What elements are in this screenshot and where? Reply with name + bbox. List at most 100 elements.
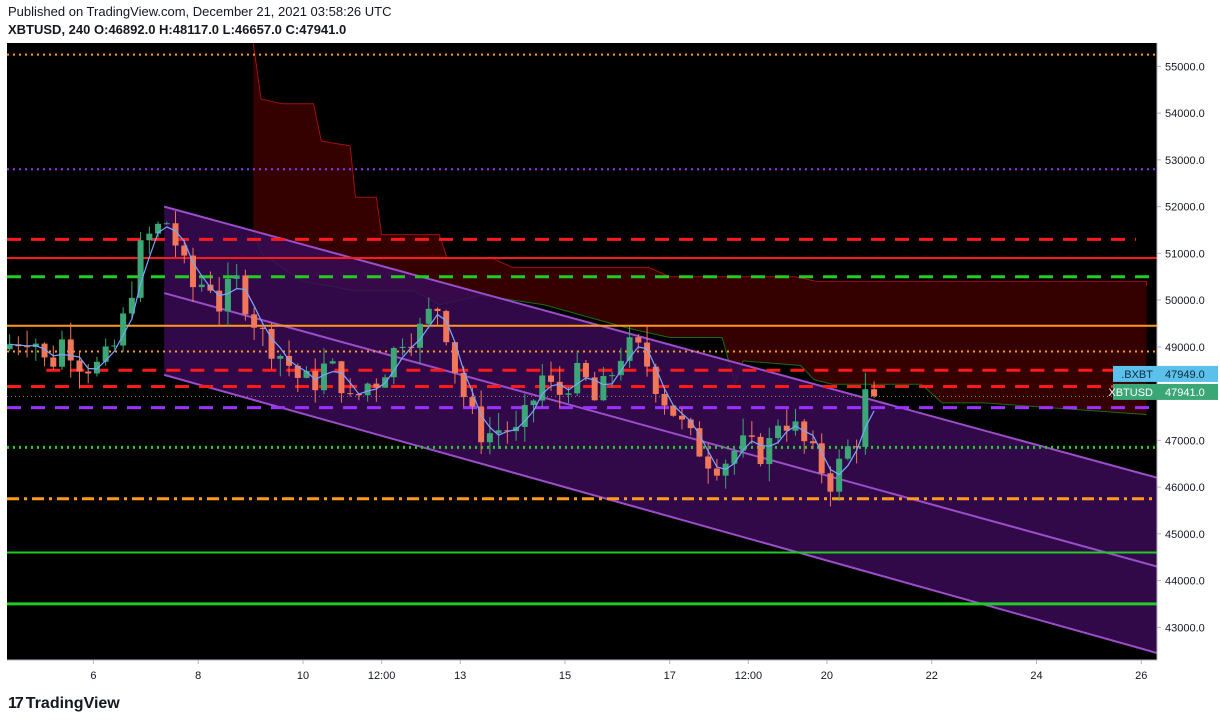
time-axis[interactable]: 6 8 10 12:00 13 15 17 12:00 20 22 24 26 [7, 659, 1157, 682]
price-tick-label: 55000.0 [1165, 61, 1205, 73]
candle [338, 360, 345, 403]
candle-body [853, 446, 860, 448]
candle [251, 307, 258, 340]
symbol-name: XBTUSD, 240 [8, 22, 91, 37]
candle-body [548, 375, 555, 382]
candle-body [748, 435, 755, 437]
candle-body [294, 365, 301, 378]
price-tags: .BXBT 47949.0 XBTUSD 47941.0 [1108, 365, 1218, 400]
candle-body [871, 389, 878, 397]
horizontal-levels [7, 53, 1157, 606]
candle [233, 264, 240, 289]
candle-body [399, 346, 406, 349]
candle-body [705, 456, 712, 469]
candle-body [434, 308, 441, 312]
candle [85, 364, 92, 384]
tradingview-logo[interactable]: 17 TradingView [8, 695, 120, 713]
time-tick-label: 13 [454, 670, 466, 682]
time-tick-label: 17 [664, 670, 676, 682]
candle-body [740, 435, 747, 451]
candle [740, 418, 747, 458]
price-axis[interactable]: 43000.044000.045000.046000.047000.048000… [1156, 43, 1220, 660]
time-tick-label: 20 [821, 670, 833, 682]
candle-body [600, 376, 607, 401]
candle-body [687, 419, 694, 429]
candle-body [120, 313, 127, 346]
candle [731, 446, 738, 475]
price-tag: .BXBT 47949.0 [1113, 365, 1218, 382]
candle-body [626, 337, 633, 361]
candle [504, 421, 511, 444]
candle-body [844, 446, 851, 459]
published-info: Published on TradingView.com, December 2… [8, 4, 392, 19]
candle-body [233, 275, 240, 279]
candle-body [478, 406, 485, 443]
candle-body [556, 381, 563, 395]
candle-body [678, 415, 685, 420]
candle [844, 439, 851, 461]
candle-body [216, 290, 223, 312]
price-tick-label: 45000.0 [1165, 529, 1205, 541]
candle [713, 458, 720, 481]
candle-body [189, 255, 196, 288]
candle [189, 247, 196, 303]
candle-body [390, 348, 397, 378]
candle [259, 322, 266, 346]
candle [320, 348, 327, 395]
candle-body [809, 441, 816, 444]
price-tag: XBTUSD 47941.0 [1108, 383, 1218, 400]
candle-body [696, 428, 703, 457]
candle-body [198, 284, 205, 288]
candle-body [303, 370, 310, 378]
candle-body [41, 343, 48, 358]
moving-average-line [9, 226, 875, 476]
candle-body [582, 362, 589, 378]
candle [268, 322, 275, 370]
candle-body [347, 393, 354, 395]
candle-body [574, 362, 581, 394]
candle-body [163, 223, 170, 225]
candle [172, 211, 179, 258]
candle [399, 338, 406, 356]
price-tag-value-bg [1157, 365, 1218, 382]
price-tick-label: 46000.0 [1165, 482, 1205, 494]
time-tick-label: 10 [297, 670, 309, 682]
candle [539, 363, 546, 408]
candle-body [425, 308, 432, 324]
time-tick-label: 6 [90, 670, 96, 682]
candle-body [24, 346, 31, 348]
candle [678, 407, 685, 430]
candle [574, 351, 581, 397]
candle [364, 382, 371, 402]
candle-body [591, 377, 598, 401]
price-tag-label: .BXBT [1121, 369, 1153, 381]
price-tag-label-bg [1113, 383, 1157, 400]
candle [644, 326, 651, 377]
candle-body [128, 297, 135, 314]
candle [434, 307, 441, 327]
parallel-channel [163, 205, 1157, 654]
candle-body [539, 375, 546, 401]
candle [521, 393, 528, 442]
price-tick-label: 54000.0 [1165, 108, 1205, 120]
candle [609, 371, 616, 388]
price-tag-value-bg [1157, 383, 1218, 400]
candle [443, 309, 450, 346]
candle-body [713, 468, 720, 476]
candle [24, 330, 31, 358]
candle-body [486, 433, 493, 443]
tradingview-brand: TradingView [25, 695, 120, 712]
candle-body [329, 361, 336, 364]
candle [59, 330, 66, 370]
time-tick-label: 22 [926, 670, 938, 682]
time-tick-label: 24 [1030, 670, 1042, 682]
channel-middle-line [163, 292, 1157, 568]
candle [137, 231, 144, 303]
candle [224, 262, 231, 327]
time-tick-label: 15 [559, 670, 571, 682]
candle [198, 276, 205, 292]
candle-body [67, 339, 74, 361]
candle [67, 322, 74, 378]
candle-body [181, 245, 188, 256]
